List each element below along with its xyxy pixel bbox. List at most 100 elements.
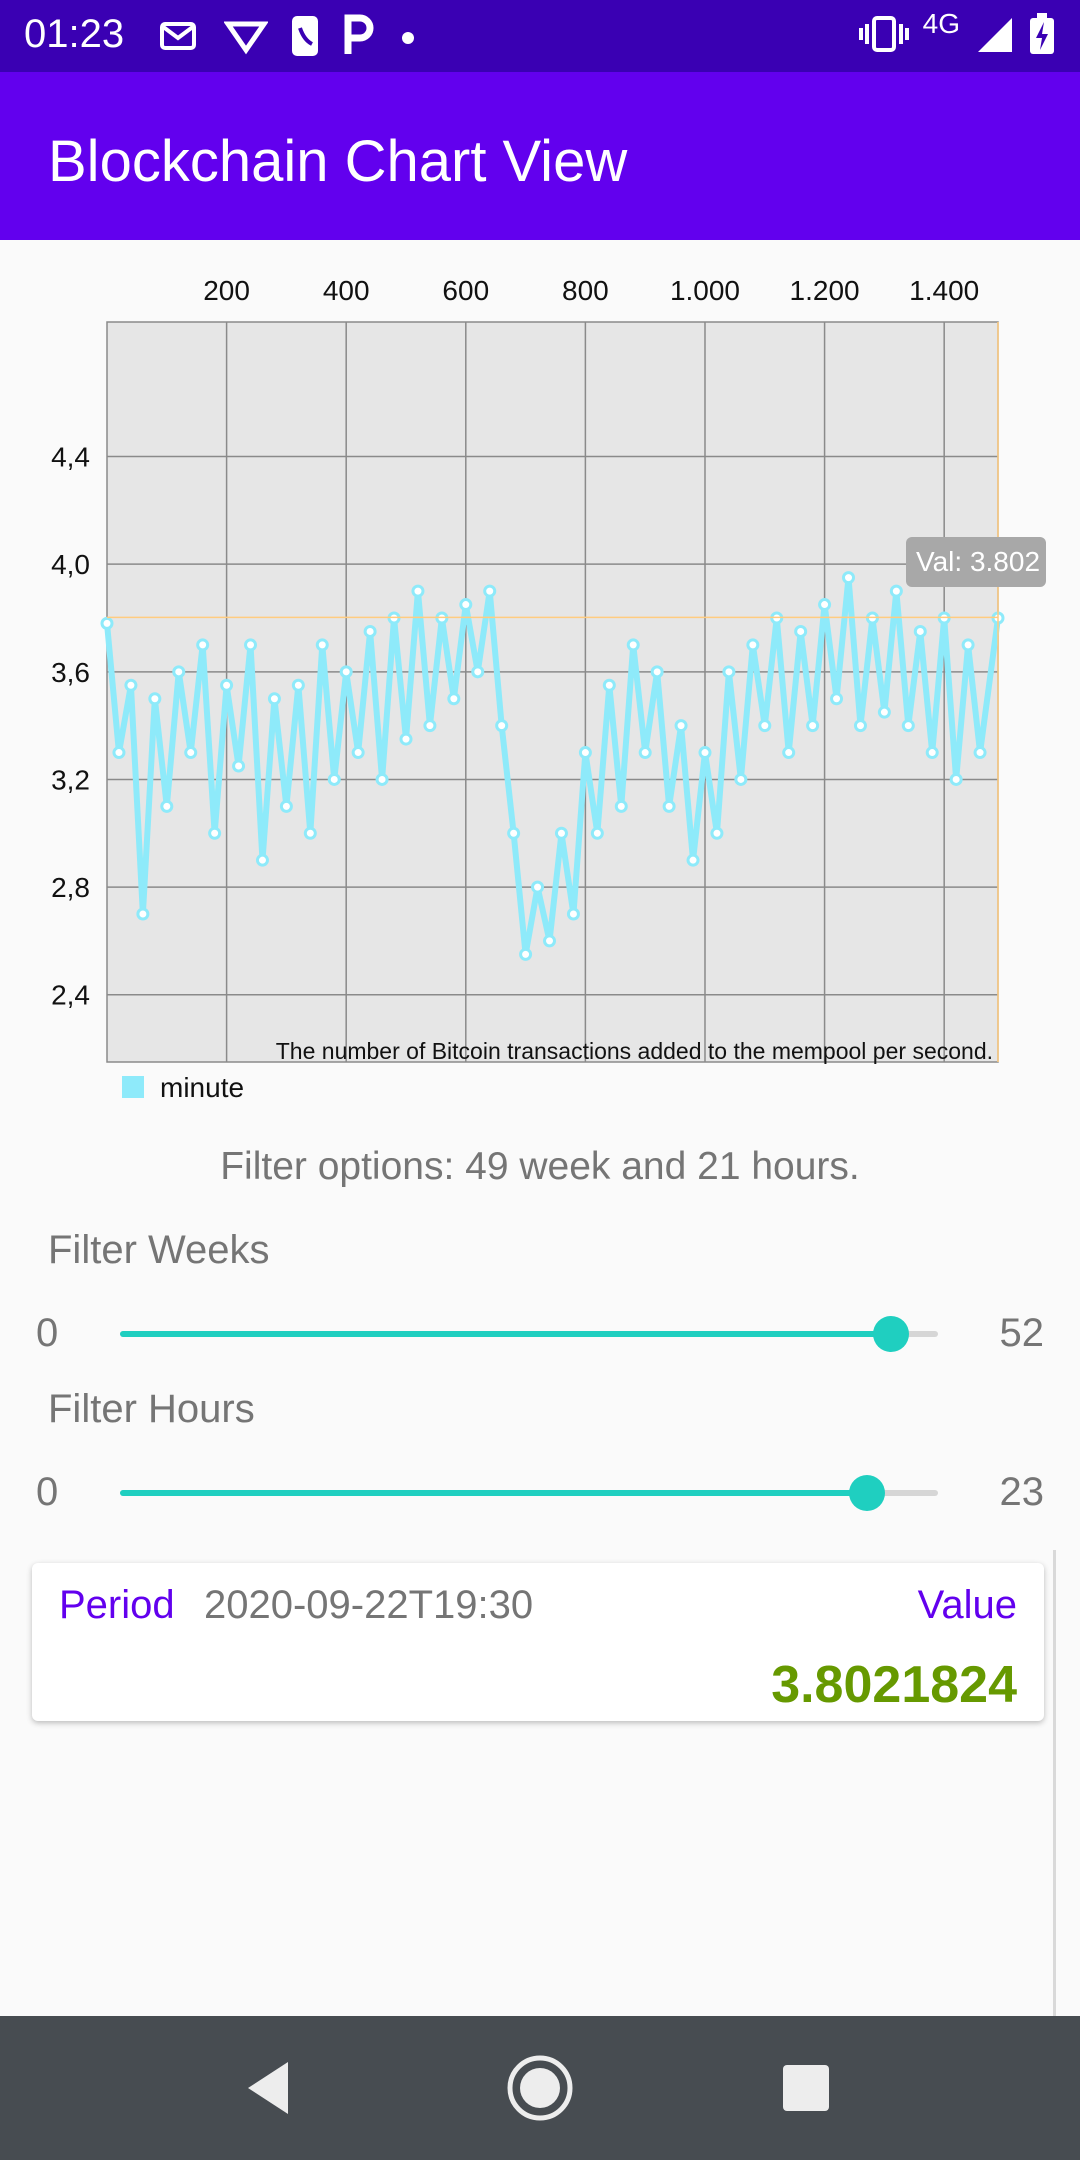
data-point <box>674 719 688 733</box>
parking-icon <box>344 14 374 54</box>
data-point <box>339 665 353 679</box>
weeks-slider-track[interactable] <box>120 1316 938 1352</box>
y-tick-label: 3,2 <box>51 764 90 795</box>
data-point <box>471 665 485 679</box>
navigation-bar <box>0 2016 1080 2160</box>
data-point <box>244 638 258 652</box>
data-point <box>566 907 580 921</box>
detail-card[interactable]: Period 2020-09-22T19:30 Value 3.8021824 <box>32 1563 1044 1721</box>
highlight-tooltip-text: Val: 3.802 <box>916 546 1040 577</box>
data-point <box>232 759 246 773</box>
data-point <box>830 692 844 706</box>
dot-icon <box>402 32 414 44</box>
data-point <box>148 692 162 706</box>
value-label: Value <box>917 1583 1017 1627</box>
data-point <box>136 907 150 921</box>
data-point <box>973 746 987 760</box>
data-point <box>901 719 915 733</box>
data-point <box>710 826 724 840</box>
data-point <box>375 772 389 786</box>
y-tick-label: 2,4 <box>51 980 90 1011</box>
data-point <box>160 799 174 813</box>
data-point <box>877 705 891 719</box>
data-point <box>196 638 210 652</box>
hours-slider-track[interactable] <box>120 1475 938 1511</box>
data-point <box>327 772 341 786</box>
network-type-label: 4G <box>922 8 960 39</box>
data-point <box>734 772 748 786</box>
highlight-tooltip-box <box>906 537 1046 587</box>
chart-container[interactable]: 2,4 2,8 3,2 3,6 4,0 4,4 200 400 600 800 1.000 1.20… <box>0 240 1080 1110</box>
legend-swatch <box>122 1076 144 1098</box>
scroll-indicator <box>1053 1550 1056 2016</box>
x-tick-label: 600 <box>442 275 489 306</box>
data-point <box>208 826 222 840</box>
chart-description: The number of Bitcoin transactions added… <box>276 1038 993 1064</box>
status-system-icons: 4G <box>858 8 1056 56</box>
weeks-slider[interactable]: 0 52 <box>0 1295 1080 1375</box>
filter-hours-label: Filter Hours <box>48 1387 255 1431</box>
data-point <box>626 638 640 652</box>
data-point <box>303 826 317 840</box>
data-point <box>184 746 198 760</box>
data-point <box>267 692 281 706</box>
phone-icon <box>292 16 318 56</box>
x-tick-label: 1.400 <box>909 275 979 306</box>
data-point <box>124 678 138 692</box>
filter-weeks-label: Filter Weeks <box>48 1228 270 1272</box>
app-bar: Blockchain Chart View <box>0 72 1080 240</box>
data-point <box>459 598 473 612</box>
y-tick-label: 2,8 <box>51 872 90 903</box>
data-point <box>806 719 820 733</box>
data-point <box>507 826 521 840</box>
data-point <box>961 638 975 652</box>
data-point <box>614 799 628 813</box>
line-chart[interactable]: 2,4 2,8 3,2 3,6 4,0 4,4 200 400 600 800 1.000 1.20… <box>0 240 1080 1110</box>
data-point <box>925 746 939 760</box>
data-point <box>722 665 736 679</box>
battery-charging-icon <box>1030 13 1054 54</box>
hours-slider[interactable]: 0 23 <box>0 1454 1080 1534</box>
data-point <box>543 934 557 948</box>
weeks-max-label: 52 <box>999 1311 1045 1355</box>
data-point <box>554 826 568 840</box>
data-point <box>913 624 927 638</box>
status-time: 01:23 <box>24 12 125 56</box>
filter-summary: Filter options: 49 week and 21 hours. <box>220 1145 860 1188</box>
data-point <box>220 678 234 692</box>
app-title: Blockchain Chart View <box>48 129 628 194</box>
data-point <box>423 719 437 733</box>
data-point <box>782 746 796 760</box>
weeks-slider-thumb[interactable] <box>872 1316 909 1352</box>
recents-icon[interactable] <box>766 2048 846 2128</box>
data-point <box>949 772 963 786</box>
data-point <box>531 880 545 894</box>
y-tick-label: 4,0 <box>51 549 90 580</box>
data-point <box>315 638 329 652</box>
value-number: 3.8021824 <box>771 1656 1017 1714</box>
data-point <box>662 799 676 813</box>
data-point <box>698 746 712 760</box>
x-tick-label: 1.000 <box>670 275 740 306</box>
hours-slider-thumb[interactable] <box>848 1475 885 1511</box>
data-point <box>889 584 903 598</box>
data-point <box>794 624 808 638</box>
data-point <box>172 665 186 679</box>
data-point <box>602 678 616 692</box>
data-point <box>638 746 652 760</box>
data-point <box>853 719 867 733</box>
data-point <box>100 616 114 630</box>
vibrate-icon <box>858 16 909 52</box>
data-point <box>483 584 497 598</box>
back-icon[interactable] <box>230 2048 310 2128</box>
data-point <box>746 638 760 652</box>
home-icon[interactable] <box>500 2048 580 2128</box>
x-tick-label: 400 <box>323 275 370 306</box>
vee-icon <box>224 21 268 55</box>
x-tick-label: 1.200 <box>790 275 860 306</box>
x-tick-label: 800 <box>562 275 609 306</box>
data-point <box>399 732 413 746</box>
x-tick-label: 200 <box>203 275 250 306</box>
data-point <box>758 719 772 733</box>
y-tick-label: 3,6 <box>51 657 90 688</box>
